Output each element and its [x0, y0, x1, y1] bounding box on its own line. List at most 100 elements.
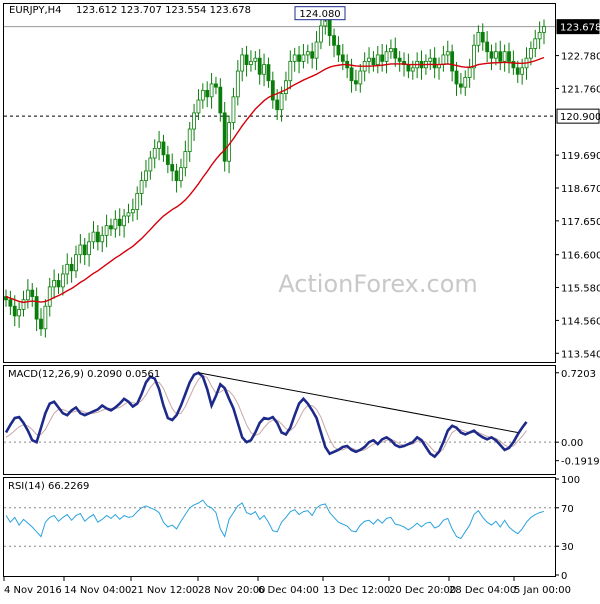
candle-body [428, 57, 433, 62]
candle-body [406, 64, 411, 72]
rsi-axis-label: 0 [561, 571, 567, 582]
candle-body [375, 54, 380, 66]
candle-body [12, 305, 17, 317]
candle-body [78, 244, 83, 256]
chart-ohlc: 123.612 123.707 123.554 123.678 [76, 5, 251, 16]
candle-body [56, 280, 61, 288]
candle-body [257, 57, 262, 75]
candle-body [144, 170, 148, 181]
candle-body [95, 231, 100, 243]
candle-body [319, 25, 323, 43]
candle-body [139, 180, 144, 194]
rsi-line [5, 499, 545, 540]
candle-body [249, 60, 253, 66]
candle-body [336, 44, 341, 56]
candle-body [310, 51, 315, 59]
candle-body [354, 80, 358, 85]
candle-body [384, 51, 389, 62]
candle-body [135, 193, 140, 210]
candle-body [542, 26, 546, 33]
candle-body [533, 38, 538, 49]
candle-body [502, 51, 507, 62]
candle-body [8, 299, 13, 307]
price-marks: 124.080 [4, 6, 555, 338]
candle-body [262, 64, 266, 75]
candle-body [174, 170, 179, 181]
rsi-title: RSI(14) 66.2269 [8, 481, 89, 492]
price-axis-label: 113.540 [561, 349, 600, 360]
time-axis-label: 28 Nov 20:00 [198, 585, 265, 596]
candle-body [109, 225, 113, 230]
candle-body [515, 67, 520, 75]
moving-average-line [5, 56, 545, 304]
candle-body [253, 57, 258, 62]
candle-body [17, 309, 22, 317]
candle-body [34, 296, 39, 320]
candle-body [367, 57, 371, 62]
candle-body [240, 54, 245, 72]
candle-body [371, 57, 376, 66]
candle-body [170, 164, 175, 172]
candle-body [21, 299, 26, 310]
candle-body [126, 212, 131, 217]
time-axis-label: 14 Nov 04:00 [64, 585, 131, 596]
chart-symbol: EURJPY,H4 [9, 5, 62, 16]
candle-body [183, 151, 188, 169]
candle-body [432, 57, 437, 69]
candle-body [275, 99, 280, 111]
candle-body [209, 83, 214, 98]
candle-body [218, 86, 223, 114]
candle-body [205, 89, 210, 98]
candle-body [161, 141, 166, 156]
candle-body [458, 83, 463, 88]
candle-body [332, 35, 336, 46]
price-axis-label: 115.580 [561, 284, 600, 295]
candle-body [493, 51, 498, 59]
candle-body [327, 19, 332, 37]
price-axis-label: 114.560 [561, 316, 600, 327]
candle-body [511, 60, 516, 69]
price-axis-label: 123.678 [560, 23, 600, 34]
candle-body [179, 167, 183, 181]
candle-body [192, 112, 196, 130]
candle-body [305, 51, 310, 56]
time-axis-label: 4 Nov 2016 [4, 585, 62, 596]
candle-body [441, 54, 446, 66]
candle-body [152, 147, 157, 159]
axis-marks: 123.678 122.780 121.760 120.900 119.690 118.6… [3, 19, 600, 596]
candle-body [489, 51, 494, 59]
candle-body [463, 77, 468, 88]
time-axis-label: 20 Dec 20:00 [389, 585, 456, 596]
candle-body [528, 48, 533, 59]
time-axis-label: 13 Dec 12:00 [323, 585, 390, 596]
candle-body [467, 67, 472, 78]
candle-body [389, 48, 393, 53]
macd-title: MACD(12,26,9) 0.2090 0.0561 [8, 369, 160, 380]
time-axis-label: 28 Dec 04:00 [449, 585, 516, 596]
candle-body [485, 41, 490, 53]
macd-trendline [198, 372, 518, 434]
candle-body [165, 154, 170, 165]
macd-axis-label: 0.00 [561, 438, 583, 449]
candle-body [537, 31, 542, 40]
price-panel [3, 3, 556, 363]
candle-body [480, 31, 485, 43]
candle-body [476, 31, 481, 46]
candle-body [301, 54, 306, 62]
candle-body [148, 157, 153, 172]
candle-body [187, 128, 192, 152]
macd-line [4, 371, 528, 459]
candle-body [82, 244, 87, 256]
candle-body [279, 93, 284, 111]
price-axis-label: 119.690 [561, 151, 600, 162]
candle-body [227, 122, 231, 162]
price-axis-label: 122.780 [561, 52, 600, 63]
candle-body [393, 48, 398, 59]
candle-body [270, 80, 275, 101]
candle-body [288, 60, 293, 82]
candle-body [380, 54, 385, 62]
candle-body [122, 215, 126, 227]
macd-marks [4, 371, 555, 459]
